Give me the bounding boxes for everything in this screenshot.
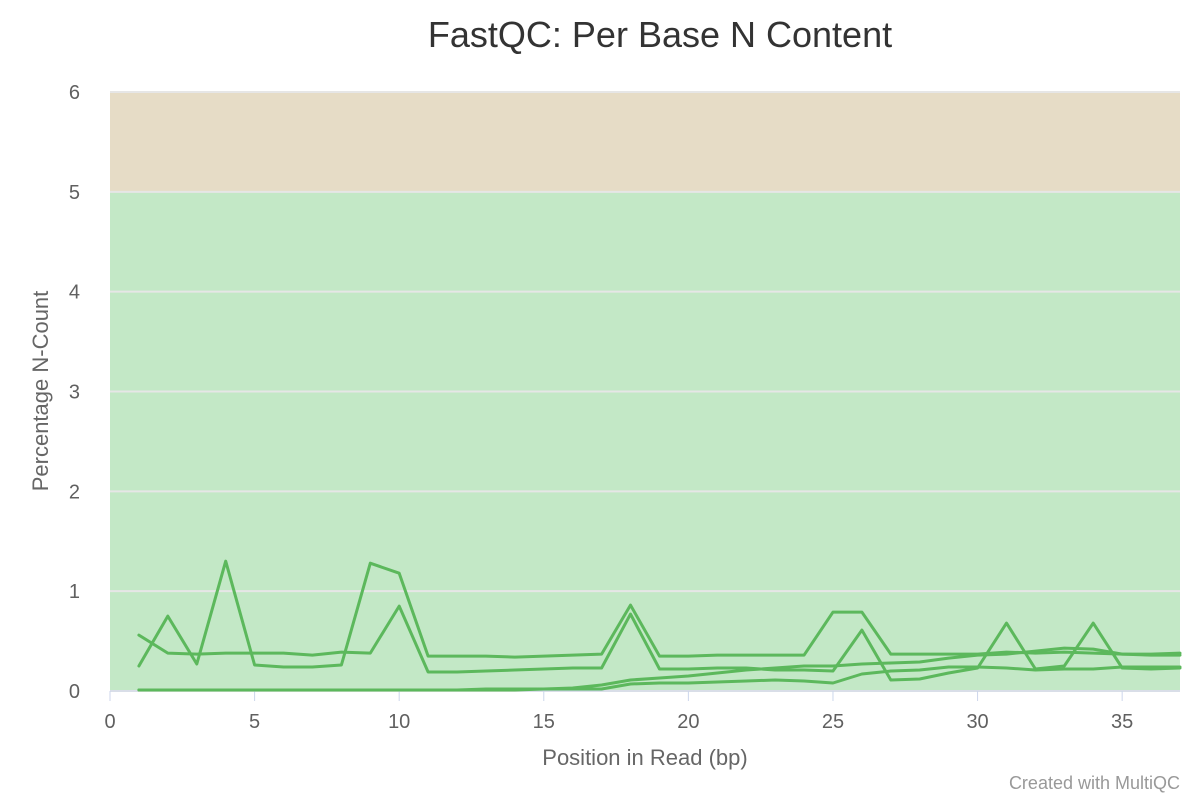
x-tick-label: 15: [533, 711, 555, 733]
x-tick-label: 25: [822, 711, 844, 733]
band-1: [110, 92, 1180, 192]
y-tick-label: 5: [69, 182, 80, 204]
x-tick-label: 30: [966, 711, 988, 733]
chart-title: FastQC: Per Base N Content: [427, 14, 893, 55]
y-tick-label: 0: [69, 681, 80, 703]
series-line-4: [137, 646, 1182, 692]
y-axis-title: Percentage N-Count: [28, 291, 53, 492]
x-tick-label: 35: [1111, 711, 1133, 733]
x-tick-label: 10: [388, 711, 410, 733]
y-tick-label: 1: [69, 581, 80, 603]
x-tick-label: 20: [677, 711, 699, 733]
series-line-2: [137, 604, 1182, 682]
band-0: [110, 191, 1180, 692]
x-axis-title: Position in Read (bp): [542, 745, 747, 770]
y-tick-label: 3: [69, 382, 80, 404]
y-tick-label: 2: [69, 481, 80, 503]
y-tick-label: 4: [69, 282, 80, 304]
x-tick-label: 5: [249, 711, 260, 733]
y-tick-label: 6: [69, 82, 80, 104]
x-tick-label: 0: [104, 711, 115, 733]
series-line-1: [137, 559, 1182, 669]
credit-text: Created with MultiQC: [1008, 773, 1180, 793]
